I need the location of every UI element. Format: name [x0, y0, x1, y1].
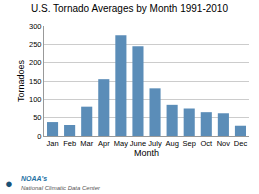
- svg-text:June: June: [130, 139, 146, 148]
- svg-text:0: 0: [37, 132, 41, 141]
- svg-text:Month: Month: [134, 148, 159, 158]
- svg-text:NOAA's: NOAA's: [21, 175, 47, 182]
- svg-text:150: 150: [29, 77, 42, 86]
- svg-text:Tornadoes: Tornadoes: [16, 59, 26, 102]
- svg-text:Dec: Dec: [234, 139, 248, 148]
- svg-text:May: May: [114, 139, 128, 148]
- svg-text:Jan: Jan: [46, 139, 58, 148]
- svg-text:200: 200: [29, 58, 42, 67]
- svg-text:●: ●: [5, 176, 13, 191]
- svg-text:Nov: Nov: [217, 139, 231, 148]
- svg-text:Sep: Sep: [183, 139, 196, 148]
- svg-text:Apr: Apr: [98, 139, 110, 148]
- svg-text:National Climatic Data Center: National Climatic Data Center: [21, 185, 101, 191]
- svg-text:Feb: Feb: [63, 139, 76, 148]
- svg-text:250: 250: [29, 40, 42, 49]
- svg-text:300: 300: [29, 22, 42, 31]
- svg-text:Aug: Aug: [165, 139, 178, 148]
- svg-text:Oct: Oct: [200, 139, 213, 148]
- svg-text:100: 100: [29, 95, 42, 104]
- svg-text:50: 50: [33, 113, 41, 122]
- svg-text:Mar: Mar: [80, 139, 93, 148]
- svg-text:U.S. Tornado Averages by Month: U.S. Tornado Averages by Month 1991-2010: [31, 3, 228, 14]
- svg-text:July: July: [148, 139, 162, 148]
